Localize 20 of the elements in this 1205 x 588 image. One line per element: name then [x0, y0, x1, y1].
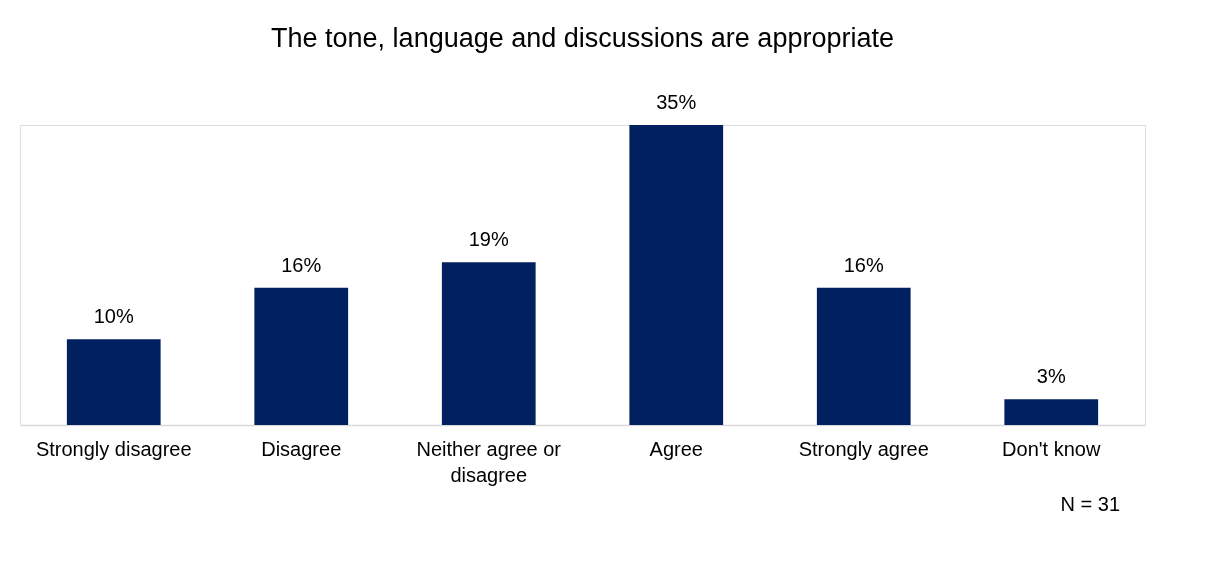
x-tick-label: Neither agree or disagree	[416, 437, 562, 486]
data-label: 19%	[468, 228, 509, 251]
bar	[441, 262, 536, 425]
text: N = 31	[1060, 493, 1120, 515]
bar	[66, 339, 161, 425]
data-label: 35%	[656, 91, 697, 113]
bar	[816, 287, 911, 425]
data-label: 16%	[281, 253, 322, 276]
bar	[1004, 399, 1099, 425]
chart-title: The tone, language and discussions are appropriate	[271, 23, 894, 53]
x-tick-label: Strongly agree	[798, 437, 929, 460]
data-label: 3%	[1036, 365, 1066, 388]
bar	[629, 125, 724, 425]
x-tick-label: Agree	[649, 437, 703, 460]
bar	[254, 287, 349, 425]
x-tick-label: Don't know	[1002, 437, 1101, 460]
data-label: 16%	[843, 253, 884, 276]
data-label: 10%	[93, 305, 134, 328]
x-tick-label: Strongly disagree	[35, 437, 192, 460]
x-tick-label: Disagree	[261, 437, 342, 460]
